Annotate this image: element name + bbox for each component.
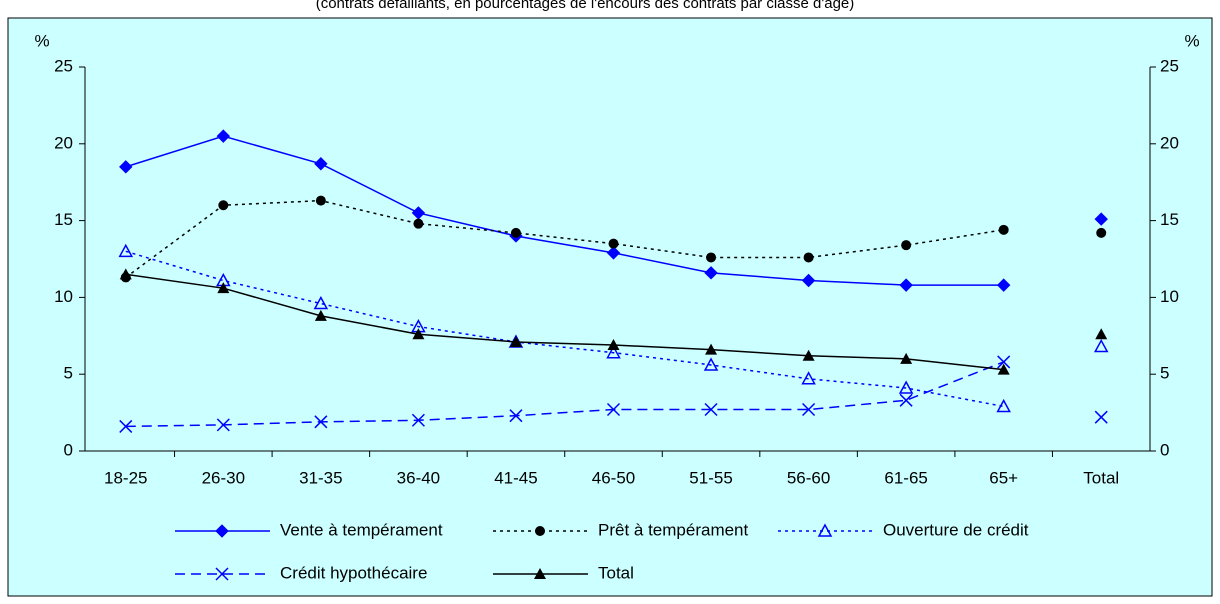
data-point [899,278,913,292]
legend-marker [215,567,229,581]
x-tick-label: 18-25 [104,468,147,487]
data-point [606,246,621,260]
legend-marker [535,526,545,536]
data-point [606,402,621,417]
data-point [801,371,816,385]
y-tick-label: 10 [54,287,73,306]
data-point [119,419,133,433]
x-tick-label: 65+ [989,468,1018,487]
x-tick-label: 26-30 [202,468,245,487]
data-point [998,224,1009,235]
data-point [997,355,1011,369]
legend-label: Total [598,563,634,582]
data-point [704,402,718,417]
data-point [1094,212,1108,226]
data-point [606,345,621,359]
y-tick-label: 25 [54,56,73,75]
legend-label: Vente à tempérament [280,520,443,539]
data-point [996,278,1011,292]
x-tick-label: 36-40 [397,468,440,487]
series-line [125,135,1004,286]
chart-subtitle: (contrats défaillants, en pourcentages d… [316,0,855,12]
data-point [898,380,914,394]
data-point [509,335,522,347]
data-point [216,129,231,143]
data-point [900,352,913,364]
data-point [412,328,425,340]
legend-marker [215,524,229,538]
data-point [803,252,814,263]
series-line [125,250,1004,408]
data-point [608,238,619,249]
chart-background [7,17,1213,597]
data-point [1095,328,1108,340]
y-tick-label: 15 [54,210,73,229]
data-point [997,363,1010,375]
data-point [216,418,230,432]
data-point [802,349,815,361]
y2-tick-label: 20 [1160,133,1179,152]
data-point [118,243,134,258]
data-point [1094,410,1108,424]
data-point [510,227,521,238]
x-tick-label: 56-60 [787,468,830,487]
y2-axis-label: % [1184,31,1199,50]
data-point [801,273,816,288]
data-point [411,413,425,427]
data-point [313,295,329,310]
x-tick-label: 46-50 [592,468,635,487]
x-tick-label: 51-55 [689,468,732,487]
data-point [314,415,328,429]
data-point [996,398,1011,413]
data-point [899,393,913,407]
data-point [315,195,326,206]
data-point [509,409,523,423]
y2-tick-label: 5 [1160,364,1169,383]
data-point [802,402,816,417]
data-point [119,160,133,174]
y-tick-label: 20 [54,133,73,152]
data-point [901,240,912,251]
data-point [314,309,327,321]
series-line [125,273,1004,371]
legend-marker [817,523,833,537]
y2-tick-label: 15 [1160,210,1179,229]
y2-tick-label: 0 [1160,440,1169,459]
data-point [1096,227,1107,238]
data-point [705,343,718,355]
data-point [703,357,719,371]
legend-marker [534,568,546,579]
legend-label: Ouverture de crédit [883,520,1029,539]
data-point [1093,338,1109,353]
y2-tick-label: 10 [1160,287,1179,306]
x-tick-label: Total [1083,468,1119,487]
y-axis-label: % [34,31,49,50]
x-tick-label: 61-65 [884,468,927,487]
series-line [125,361,1004,428]
y2-tick-label: 25 [1160,56,1179,75]
legend-label: Prêt à tempérament [598,520,749,539]
x-tick-label: 31-35 [299,468,342,487]
series-line [125,199,1004,279]
data-point [706,252,717,263]
x-tick-label: 41-45 [494,468,537,487]
data-point [704,266,718,280]
data-point [314,157,328,171]
y-tick-label: 0 [64,440,73,459]
data-point [119,268,132,280]
legend-label: Crédit hypothécaire [280,563,427,582]
y-tick-label: 5 [64,364,73,383]
data-point [607,339,620,351]
data-point [218,200,229,211]
data-point [217,282,230,294]
data-point [413,218,424,229]
